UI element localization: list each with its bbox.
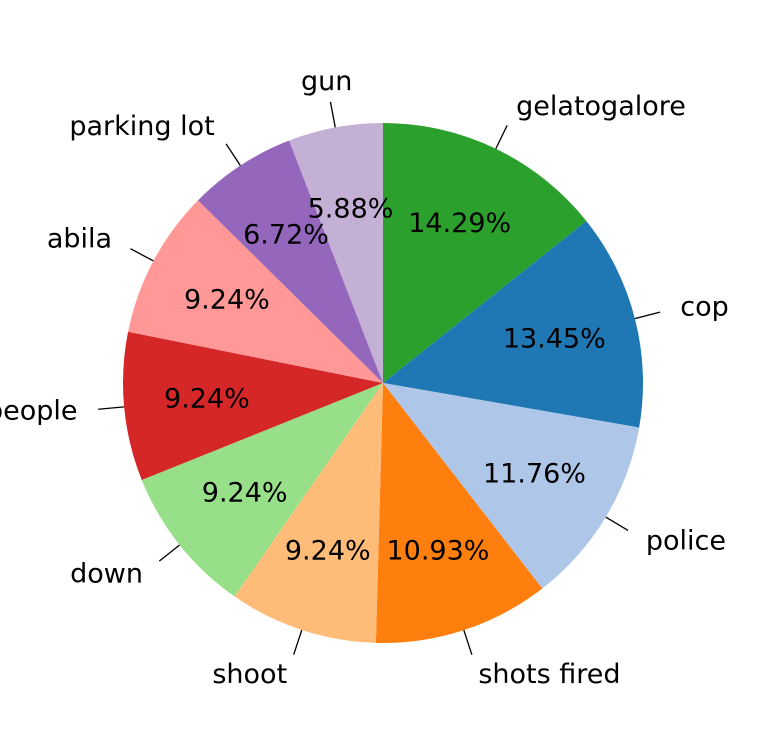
leader-line-police bbox=[605, 516, 629, 532]
leader-line-people bbox=[98, 406, 125, 410]
slice-name-label-people: people bbox=[0, 396, 77, 427]
slice-name-label-gelatogalore: gelatogalore bbox=[516, 91, 686, 122]
percent-label-people: 9.24% bbox=[164, 384, 250, 415]
leader-line-abila bbox=[130, 248, 154, 262]
percent-labels-layer: 14.29% 13.45% 11.76% 10.93% 9.24% 9.24% 9.24% 9… bbox=[164, 194, 606, 567]
slices-layer bbox=[122, 123, 643, 643]
slice-name-label-police: police bbox=[646, 526, 726, 557]
leader-line-gun bbox=[329, 101, 336, 128]
percent-label-police: 11.76% bbox=[483, 459, 586, 490]
pie-slice-gun bbox=[289, 123, 383, 383]
percent-label-abila: 9.24% bbox=[184, 284, 270, 315]
percent-label-parking-lot: 6.72% bbox=[243, 220, 329, 251]
leader-line-shoot bbox=[293, 629, 303, 655]
leader-line-gelatogalore bbox=[495, 125, 508, 150]
pie-slice-parking-lot bbox=[197, 140, 383, 383]
percent-label-shoot: 9.24% bbox=[285, 535, 371, 566]
slice-name-label-shots-fired: shots fired bbox=[478, 659, 620, 690]
slice-name-label-down: down bbox=[70, 559, 143, 590]
slice-name-label-parking-lot: parking lot bbox=[69, 111, 214, 142]
leader-line-cop bbox=[634, 311, 661, 320]
slice-name-label-abila: abila bbox=[47, 223, 112, 254]
pie-slice-people bbox=[122, 331, 383, 480]
pie-slice-cop bbox=[383, 220, 643, 428]
leader-line-shots-fired bbox=[463, 629, 473, 656]
percent-label-gelatogalore: 14.29% bbox=[408, 208, 511, 239]
percent-label-shots-fired: 10.93% bbox=[386, 536, 489, 567]
percent-label-cop: 13.45% bbox=[503, 324, 606, 355]
slice-name-label-cop: cop bbox=[680, 292, 729, 323]
percent-label-gun: 5.88% bbox=[308, 194, 394, 225]
pie-slice-shoot bbox=[234, 383, 383, 643]
slice-name-labels-layer: gelatogalore cop police shots fired shoot dow… bbox=[0, 66, 729, 690]
pie-slice-police bbox=[383, 383, 640, 589]
slice-name-label-shoot: shoot bbox=[212, 659, 287, 690]
pie-slice-down bbox=[141, 383, 383, 597]
percent-label-down: 9.24% bbox=[202, 478, 288, 509]
leader-lines-layer bbox=[98, 101, 661, 656]
leader-line-parking-lot bbox=[225, 143, 241, 166]
leader-line-down bbox=[158, 544, 181, 562]
pie-slice-abila bbox=[128, 200, 383, 383]
slice-name-label-gun: gun bbox=[301, 66, 352, 97]
pie-slice-shots-fired bbox=[375, 383, 543, 643]
pie-slice-gelatogalore bbox=[383, 123, 587, 383]
